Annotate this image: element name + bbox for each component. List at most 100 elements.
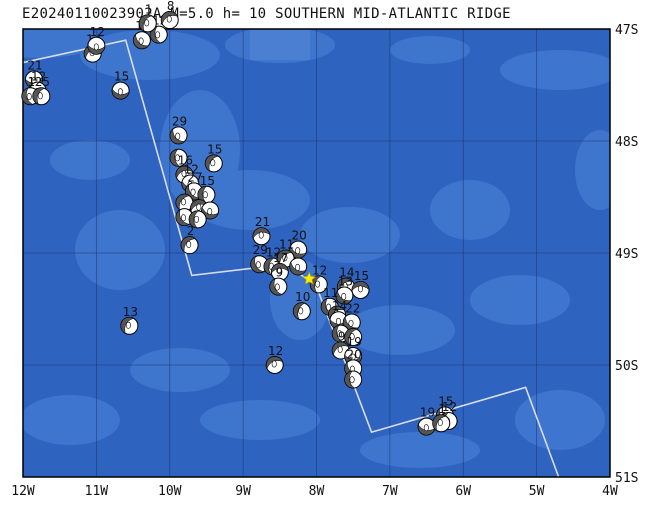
beachball-tension-axis — [258, 231, 264, 239]
beachball-tension-axis — [37, 92, 43, 100]
event-depth-label: 1 — [28, 75, 36, 89]
event-depth-label: 25 — [35, 75, 50, 89]
grid-lines — [23, 29, 610, 477]
beachball-tension-axis — [175, 132, 181, 140]
focal-mechanisms: 2112125141212121815291516122715221202912… — [21, 0, 458, 436]
event-depth-label: 12 — [90, 25, 105, 39]
beachball-compression-quadrant — [205, 154, 219, 172]
beachball-tension-axis — [138, 37, 144, 45]
lon-tick-label: 4W — [602, 484, 618, 499]
focal-mechanism — [175, 208, 194, 227]
beachball-compression-quadrant — [120, 317, 135, 334]
event-depth-label: 9 — [338, 329, 346, 343]
beachball-tension-axis — [174, 154, 180, 162]
beachball-tension-axis — [274, 283, 280, 291]
focal-mechanism: 9 — [269, 266, 288, 296]
beachball-tension-axis — [298, 307, 304, 315]
focal-mechanism: 1 — [138, 2, 157, 33]
focal-mechanism: 10 — [292, 290, 311, 321]
event-depth-label: 21 — [255, 215, 270, 229]
focal-mechanism: 15 — [111, 70, 130, 100]
event-depth-label: 12 — [184, 163, 199, 177]
event-depth-label: 16 — [178, 154, 193, 168]
beachball-tension-axis — [186, 240, 192, 248]
beachball-tension-axis — [437, 419, 443, 427]
beachball-tension-axis — [93, 43, 99, 51]
event-depth-label: 17 — [273, 251, 288, 265]
event-depth-label: 15 — [114, 70, 129, 84]
focal-mechanism: 22 — [342, 301, 361, 332]
beachball-tension-axis — [144, 19, 150, 27]
beachball-compression-quadrant — [175, 165, 193, 179]
beachball-compression-quadrant — [169, 149, 181, 167]
focal-mechanism: 17 — [270, 251, 289, 282]
epicenter-star-icon — [302, 271, 317, 285]
event-depth-label: 10 — [295, 290, 310, 304]
beachball-tension-axis — [155, 31, 161, 39]
focal-mechanism: 19 — [417, 406, 436, 436]
event-depth-label: 15 — [200, 174, 215, 188]
focal-mechanism: 13 — [120, 305, 139, 335]
event-depth-label: 9 — [276, 266, 284, 280]
lon-tick-label: 10W — [158, 484, 182, 499]
beachball-compression-quadrant — [337, 277, 354, 293]
beachball-compression-quadrant — [21, 87, 34, 105]
event-depth-label: 1 — [438, 402, 446, 416]
focal-mechanism: 11 — [276, 238, 295, 268]
focal-mechanism: 15 — [204, 142, 223, 173]
beachball-tension-axis — [341, 292, 347, 300]
beachball-compression-quadrant — [293, 302, 306, 320]
lon-tick-label: 7W — [382, 484, 398, 499]
beachball-tension-axis — [423, 424, 429, 432]
focal-mechanism: 15 — [351, 269, 370, 299]
bathymetry-shading — [23, 29, 610, 468]
event-depth-label: 20 — [347, 347, 362, 361]
beachball-tension-axis — [193, 215, 199, 223]
beachball-tension-axis — [315, 280, 321, 288]
beachball-compression-quadrant — [252, 227, 271, 239]
event-depth-label: 29 — [172, 114, 187, 128]
event-depth-label: 19 — [347, 335, 362, 349]
focal-mechanism: 12 — [87, 25, 106, 55]
event-depth-label: 15 — [438, 394, 453, 408]
beachball-compression-quadrant — [188, 210, 199, 229]
focal-mechanism: 25 — [32, 75, 51, 106]
beachball-tension-axis — [181, 170, 187, 178]
focal-mechanism — [344, 370, 363, 389]
focal-mechanism: 15 — [197, 174, 216, 204]
lon-tick-label: 6W — [455, 484, 471, 499]
beachball-compression-quadrant — [111, 88, 130, 100]
beachball-compression-quadrant — [180, 236, 196, 253]
focal-mechanism: 21 — [252, 215, 271, 246]
focal-mechanism: 29 — [250, 243, 269, 274]
event-depth-label: 29 — [253, 243, 268, 257]
map-frame — [22, 28, 611, 478]
beachball-tension-axis — [180, 198, 186, 206]
focal-mechanism: 1 — [432, 402, 451, 433]
event-depth-label: 22 — [345, 301, 360, 315]
beachball-tension-axis — [349, 376, 355, 384]
event-depth-label: 15 — [354, 269, 369, 283]
beachball-compression-quadrant — [344, 370, 355, 389]
beachball-compression-quadrant — [332, 324, 344, 343]
lat-tick-label: 49S — [615, 247, 638, 262]
beachball-tension-axis — [277, 267, 283, 275]
lon-tick-label: 5W — [529, 484, 545, 499]
focal-mechanism: 13 — [335, 275, 354, 305]
beachball-tension-axis — [349, 333, 355, 341]
beachball-compression-quadrant — [309, 275, 322, 293]
focal-mechanism — [344, 328, 363, 346]
event-depth-label: 27 — [187, 170, 202, 184]
lat-tick-label: 48S — [615, 135, 638, 150]
event-depth-label: 20 — [292, 229, 307, 243]
beachball-tension-axis — [166, 15, 172, 23]
beachball-compression-quadrant — [331, 341, 349, 356]
beachball-tension-axis — [337, 345, 343, 353]
beachball-tension-axis — [207, 208, 213, 216]
event-depth-label: 13 — [123, 305, 138, 319]
beachball-tension-axis — [255, 261, 261, 269]
event-depth-label: 12 — [312, 263, 327, 277]
beachball-compression-quadrant — [263, 257, 275, 276]
beachball-tension-axis — [202, 191, 208, 199]
